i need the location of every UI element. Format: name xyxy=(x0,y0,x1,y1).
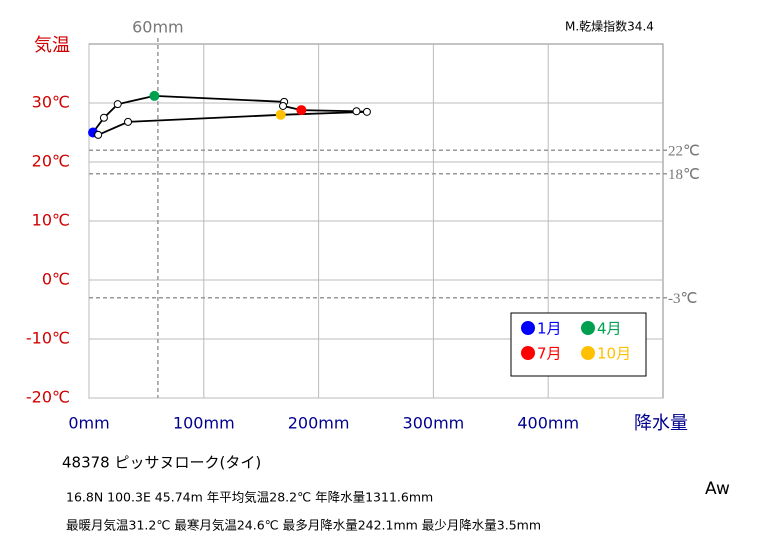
legend-box xyxy=(510,312,647,377)
month-point xyxy=(362,107,371,116)
reference-label: 22℃ xyxy=(668,144,700,160)
legend-label: 7月 xyxy=(537,345,562,363)
station-name: 48378 ピッサヌローク(タイ) xyxy=(62,454,261,472)
y-tick-label: -10℃ xyxy=(26,329,70,348)
info-line: 16.8N 100.3E 45.74m 年平均気温28.2℃ 年降水量1311.… xyxy=(66,490,433,505)
y-axis-label: 気温 xyxy=(34,35,70,56)
month-point xyxy=(275,109,286,120)
month-point xyxy=(352,107,361,116)
legend-marker xyxy=(521,321,535,335)
month-point xyxy=(113,100,122,109)
legend-label: 10月 xyxy=(597,345,631,363)
month-point xyxy=(99,113,108,122)
month-point xyxy=(124,117,133,126)
month-point xyxy=(149,90,160,101)
climate-class: Aw xyxy=(705,479,730,499)
legend-marker xyxy=(581,321,595,335)
legend-label: 4月 xyxy=(597,320,622,338)
reference-label: 18℃ xyxy=(668,167,700,183)
month-point xyxy=(279,101,288,110)
info-line: 最暖月気温31.2℃ 最寒月気温24.6℃ 最多月降水量242.1mm 最少月降… xyxy=(66,518,541,533)
legend-marker xyxy=(581,346,595,360)
month-point xyxy=(296,105,307,116)
legend-label: 1月 xyxy=(537,320,562,338)
x-tick-label: 400mm xyxy=(517,414,579,433)
y-tick-label: 10℃ xyxy=(32,211,70,230)
reference-label: -3℃ xyxy=(668,291,697,307)
y-tick-label: -20℃ xyxy=(26,388,70,407)
y-tick-label: 20℃ xyxy=(32,152,70,171)
legend-marker xyxy=(521,346,535,360)
reference-label: 60mm xyxy=(132,18,184,37)
x-axis-label: 降水量 xyxy=(634,413,688,434)
x-tick-label: 0mm xyxy=(68,414,109,433)
x-tick-label: 300mm xyxy=(403,414,465,433)
x-tick-label: 100mm xyxy=(173,414,235,433)
month-point xyxy=(94,130,103,139)
x-tick-label: 200mm xyxy=(288,414,350,433)
y-tick-label: 30℃ xyxy=(32,93,70,112)
y-tick-label: 0℃ xyxy=(42,270,70,289)
dryness-index: M.乾燥指数34.4 xyxy=(565,19,654,34)
